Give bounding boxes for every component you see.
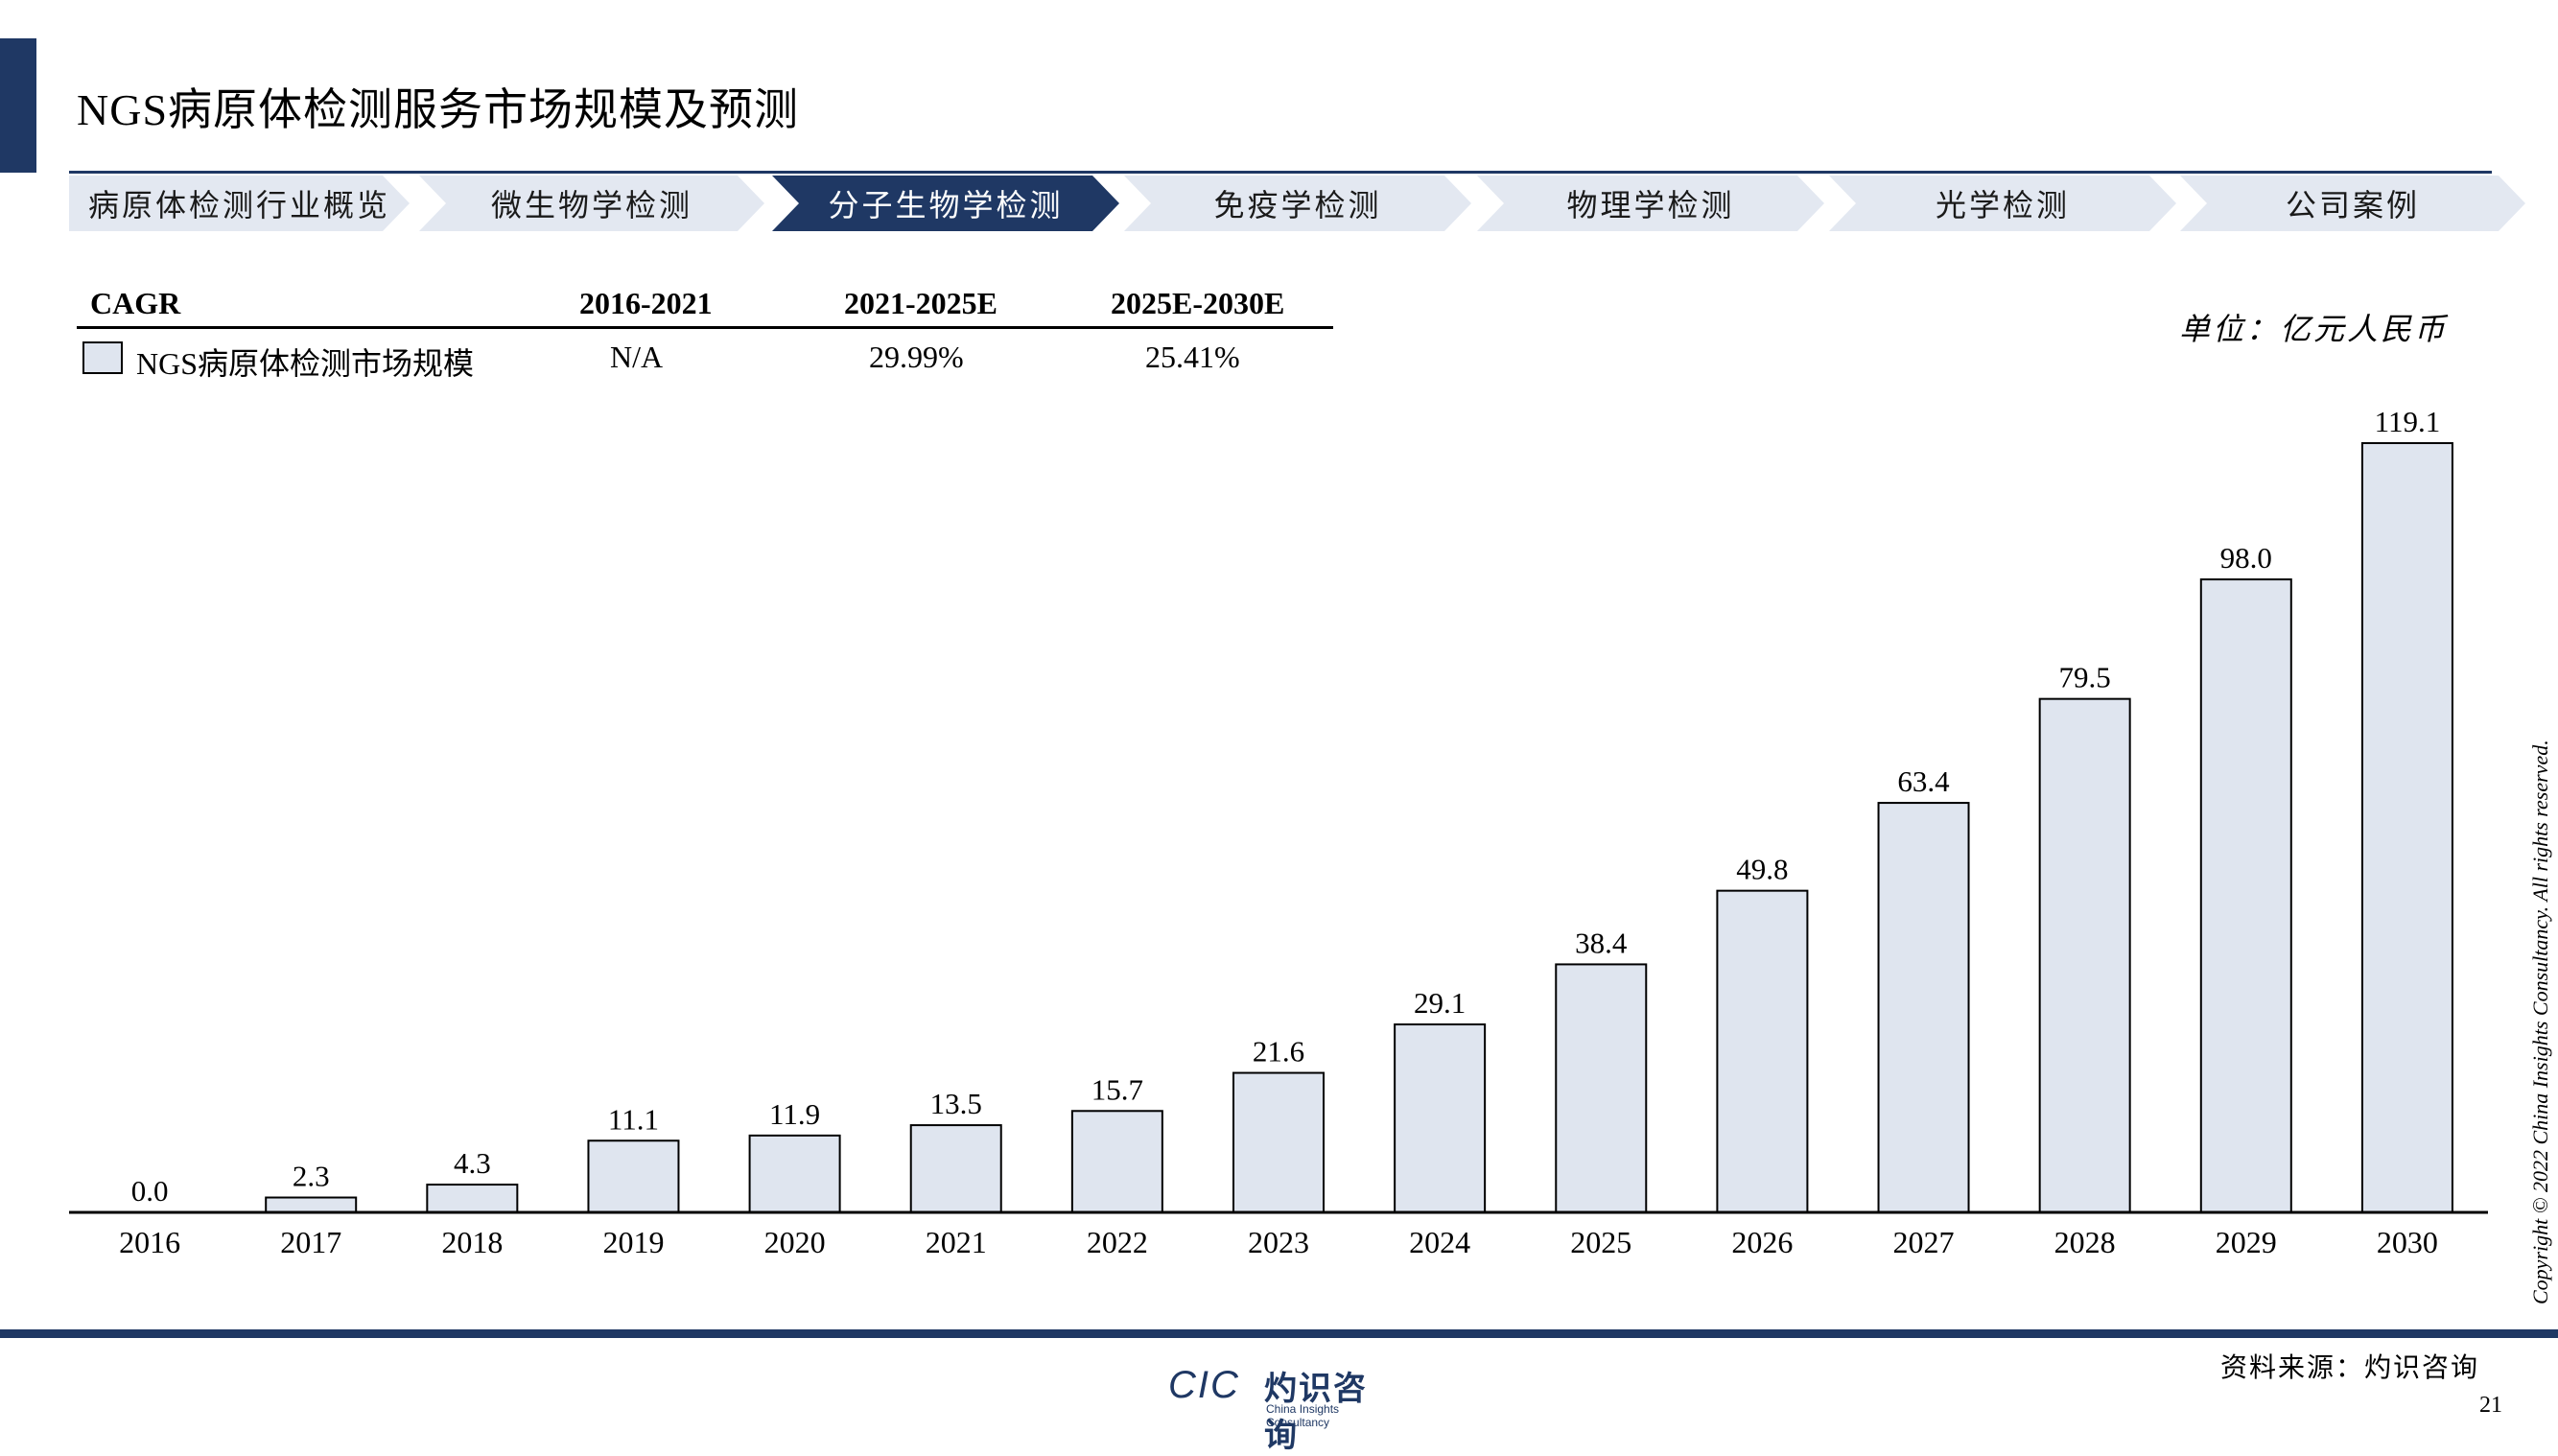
- logo-name-en: China Insights Consultancy: [1266, 1402, 1340, 1429]
- tab-company-cases[interactable]: 公司案例: [2180, 176, 2525, 231]
- cagr-header-2016-2021: 2016-2021: [579, 286, 713, 320]
- bar: [265, 1196, 358, 1214]
- tab-optics[interactable]: 光学检测: [1829, 176, 2176, 231]
- data-label: 119.1: [2375, 405, 2441, 438]
- tab-microbiology[interactable]: 微生物学检测: [419, 176, 764, 231]
- x-tick-label: 2028: [2054, 1225, 2116, 1259]
- source-note: 资料来源：灼识咨询: [2219, 1353, 2479, 1383]
- bar: [1394, 1023, 1487, 1213]
- tab-physics[interactable]: 物理学检测: [1477, 176, 1824, 231]
- cic-logo: CIC 灼识咨询 China Insights Consultancy: [1168, 1358, 1398, 1454]
- bar: [2199, 578, 2292, 1213]
- cagr-value-2021-2025e: 29.99%: [869, 340, 964, 374]
- legend-label: NGS病原体检测市场规模: [136, 346, 475, 381]
- data-label: 98.0: [2220, 541, 2272, 575]
- bar: [909, 1124, 1002, 1213]
- x-tick-label: 2027: [1893, 1225, 1955, 1259]
- tab-industry-overview[interactable]: 病原体检测行业概览: [69, 176, 410, 231]
- data-label: 11.9: [769, 1097, 820, 1131]
- data-label: 0.0: [131, 1174, 169, 1208]
- bar: [426, 1184, 519, 1214]
- tab-molecular-biology[interactable]: 分子生物学检测: [772, 176, 1119, 231]
- data-label: 38.4: [1575, 926, 1628, 959]
- cagr-header-row: CAGR 2016-2021 2021-2025E 2025E-2030E: [77, 280, 1333, 329]
- bar-chart: 0.0 2016 2.3 2017 4.3 2018 11.1 2019 11.9 2020 13.…: [69, 405, 2488, 1259]
- cagr-data-row: NGS病原体检测市场规模 N/A 29.99% 25.41%: [77, 334, 1333, 382]
- bar: [1232, 1071, 1325, 1213]
- cagr-header-2021-2025e: 2021-2025E: [844, 286, 997, 320]
- x-tick-label: 2021: [926, 1225, 987, 1259]
- x-tick-label: 2019: [602, 1225, 664, 1259]
- data-label: 79.5: [2059, 661, 2111, 694]
- x-tick-label: 2017: [280, 1225, 341, 1259]
- x-tick-label: 2030: [2377, 1225, 2438, 1259]
- cagr-value-2025e-2030e: 25.41%: [1145, 340, 1240, 374]
- bar: [1716, 889, 1809, 1213]
- footer-rule: [0, 1329, 2558, 1338]
- x-tick-label: 2016: [119, 1225, 180, 1259]
- data-label: 13.5: [930, 1087, 982, 1120]
- data-label: 29.1: [1414, 986, 1466, 1020]
- bar: [1877, 802, 1970, 1213]
- data-label: 49.8: [1736, 853, 1788, 886]
- title-accent-bar: [0, 38, 36, 173]
- x-tick-label: 2025: [1570, 1225, 1631, 1259]
- bar: [2360, 442, 2453, 1213]
- page-number: 21: [2479, 1393, 2502, 1418]
- unit-label: 单位：亿元人民币: [2178, 312, 2448, 346]
- nav-top-rule: [69, 171, 2492, 174]
- page-title: NGS病原体检测服务市场规模及预测: [77, 85, 800, 134]
- x-tick-label: 2020: [764, 1225, 826, 1259]
- data-label: 15.7: [1091, 1072, 1143, 1106]
- copyright-text: Copyright © 2022 China Insights Consulta…: [2528, 740, 2552, 1304]
- data-label: 11.1: [608, 1102, 659, 1136]
- cagr-header-2025e-2030e: 2025E-2030E: [1111, 286, 1285, 320]
- bar: [748, 1134, 841, 1213]
- tab-immunology[interactable]: 免疫学检测: [1124, 176, 1471, 231]
- x-tick-label: 2024: [1409, 1225, 1470, 1259]
- logo-mark: CIC: [1168, 1364, 1240, 1406]
- data-label: 21.6: [1253, 1035, 1304, 1069]
- data-label: 2.3: [293, 1160, 330, 1193]
- legend-swatch: [82, 341, 123, 374]
- cagr-value-2016-2021: N/A: [610, 340, 664, 374]
- data-label: 4.3: [454, 1146, 491, 1180]
- bar: [2038, 697, 2131, 1213]
- cagr-header-label: CAGR: [90, 286, 181, 320]
- x-tick-label: 2018: [441, 1225, 503, 1259]
- data-label: 63.4: [1897, 764, 1950, 798]
- bar: [1070, 1110, 1163, 1214]
- x-tick-label: 2022: [1087, 1225, 1148, 1259]
- x-tick-label: 2026: [1731, 1225, 1793, 1259]
- bar: [587, 1139, 680, 1213]
- bar: [1555, 963, 1648, 1213]
- x-tick-label: 2023: [1248, 1225, 1309, 1259]
- logo-name-cn: 灼识咨询: [1264, 1371, 1368, 1454]
- x-tick-label: 2029: [2216, 1225, 2277, 1259]
